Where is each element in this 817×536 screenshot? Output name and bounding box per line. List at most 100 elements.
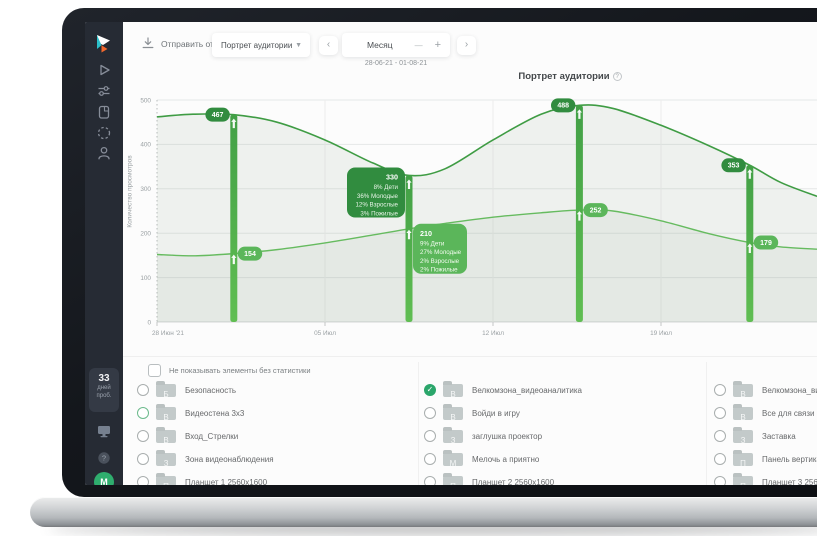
chart-bar[interactable] <box>405 175 413 322</box>
item-radio[interactable] <box>714 407 726 419</box>
trial-days-count: 33 <box>98 373 110 384</box>
x-tick-label: 28 Июн '21 <box>152 330 184 337</box>
chart-area-upper <box>157 104 817 323</box>
send-report-button[interactable]: Отправить отчёт <box>161 39 227 49</box>
item-label: Войди в игру <box>472 408 520 418</box>
column-divider <box>418 362 419 485</box>
info-icon[interactable]: ? <box>612 72 622 81</box>
value-badge-label: 488 <box>557 103 569 110</box>
list-item[interactable]: Б Безопасность <box>137 381 415 399</box>
item-radio[interactable] <box>424 476 436 485</box>
date-range-label: 28-06-21 - 01-08-21 <box>364 60 428 67</box>
laptop-base <box>30 497 817 527</box>
list-item[interactable]: В Войди в игру <box>424 403 703 422</box>
folder-icon: П <box>443 472 463 485</box>
tooltip-lower[interactable] <box>413 223 467 274</box>
x-tick-label: 12 Июл <box>482 330 504 337</box>
folder-letter: П <box>163 482 169 486</box>
report-type-dropdown[interactable]: Портрет аудитории ▼ <box>212 33 310 57</box>
value-badge[interactable] <box>205 107 230 122</box>
item-radio[interactable] <box>137 453 149 465</box>
hide-empty-checkbox[interactable] <box>148 364 161 377</box>
tooltip-detail: 2% Пожилые <box>420 267 458 274</box>
filter-column-1: Б Безопасность В Видеостена 3x3 В Вход_Стрелк… <box>137 381 415 485</box>
y-tick-label: 100 <box>140 275 151 282</box>
folder-letter: В <box>450 412 456 422</box>
x-tick-label: 05 Июл <box>314 330 336 337</box>
list-item[interactable]: П Панель вертикальная внутренняя <box>714 449 817 468</box>
play-icon[interactable] <box>95 61 113 79</box>
zoom-out-icon[interactable]: — <box>414 40 423 50</box>
list-item[interactable]: П Планшет 3 2560x1600 <box>714 472 817 485</box>
list-item[interactable]: М Мелочь а приятно <box>424 449 703 468</box>
next-period-button[interactable]: › <box>457 36 476 55</box>
user-icon[interactable] <box>95 144 113 162</box>
item-label: заглушка проектор <box>472 431 543 441</box>
zoom-in-icon[interactable]: + <box>434 39 441 51</box>
app-logo[interactable] <box>94 33 114 55</box>
folder-letter: З <box>740 435 746 445</box>
item-radio[interactable] <box>714 453 726 465</box>
item-radio[interactable] <box>137 476 149 485</box>
item-label: Планшет 1 2560x1600 <box>185 477 268 486</box>
value-badge[interactable] <box>583 203 608 218</box>
item-label: Безопасность <box>185 385 237 395</box>
tooltip-upper[interactable] <box>347 167 405 218</box>
item-radio[interactable] <box>714 384 726 396</box>
item-label: Велкомзона_видеоаналитика <box>472 385 582 395</box>
item-radio[interactable] <box>424 407 436 419</box>
item-radio[interactable] <box>137 430 149 442</box>
laptop-shadow <box>48 523 817 534</box>
list-item[interactable]: П Планшет 1 2560x1600 <box>137 472 415 486</box>
trial-days-badge[interactable]: 33 дней проб. <box>89 368 119 412</box>
item-radio[interactable] <box>714 476 726 485</box>
list-item[interactable]: В Велкомзона_видеоаналитика <box>714 381 817 399</box>
tooltip-detail: 9% Дети <box>420 240 445 247</box>
value-badge[interactable] <box>237 246 263 261</box>
filters-icon[interactable] <box>95 82 113 100</box>
item-radio[interactable] <box>137 384 149 396</box>
list-item[interactable]: В Видеостена 3x3 <box>137 403 415 422</box>
value-badge[interactable] <box>753 235 779 250</box>
y-tick-label: 0 <box>147 319 151 326</box>
svg-text:?: ? <box>102 454 106 463</box>
folder-icon: П <box>733 449 753 468</box>
value-badge-label: 353 <box>728 163 740 170</box>
folder-letter: В <box>740 389 746 399</box>
documents-icon[interactable] <box>95 103 113 121</box>
y-tick-label: 500 <box>140 97 151 104</box>
item-radio[interactable] <box>424 453 436 465</box>
folder-letter: П <box>740 458 746 468</box>
help-icon[interactable]: ? <box>95 449 113 467</box>
list-item[interactable]: В Все для связи <box>714 403 817 422</box>
item-radio[interactable]: ✓ <box>424 384 436 396</box>
display-icon[interactable] <box>95 422 113 440</box>
list-item[interactable]: З Зона видеонаблюдения <box>137 449 415 468</box>
list-item[interactable]: В Вход_Стрелки <box>137 426 415 445</box>
value-badge[interactable] <box>721 158 746 173</box>
loading-circle-icon[interactable] <box>95 124 113 142</box>
item-label: Видеостена 3x3 <box>185 408 245 418</box>
download-icon[interactable] <box>140 35 156 51</box>
arrow-up-icon <box>576 109 582 119</box>
period-selector[interactable]: Месяц — + <box>342 33 450 57</box>
prev-period-button[interactable]: ‹ <box>319 36 338 55</box>
avatar[interactable]: М <box>94 472 114 485</box>
list-item[interactable]: ✓ В Велкомзона_видеоаналитика <box>424 381 703 399</box>
tooltip-detail: 27% Молодые <box>420 249 462 256</box>
chart-bar[interactable] <box>230 114 238 322</box>
folder-icon: В <box>156 403 176 422</box>
list-item[interactable]: З Заставка <box>714 426 817 445</box>
value-badge[interactable] <box>551 98 576 113</box>
item-radio[interactable] <box>137 407 149 419</box>
filter-column-3: В Велкомзона_видеоаналитика В Все для связи… <box>714 381 817 485</box>
period-value: Месяц <box>367 40 393 50</box>
arrow-up-icon <box>231 118 237 129</box>
item-radio[interactable] <box>714 430 726 442</box>
folder-letter: М <box>449 458 457 468</box>
item-radio[interactable] <box>424 430 436 442</box>
list-item[interactable]: П Планшет 2 2560x1600 <box>424 472 703 485</box>
laptop-screen-bezel: 33 дней проб. ? М <box>62 8 817 497</box>
